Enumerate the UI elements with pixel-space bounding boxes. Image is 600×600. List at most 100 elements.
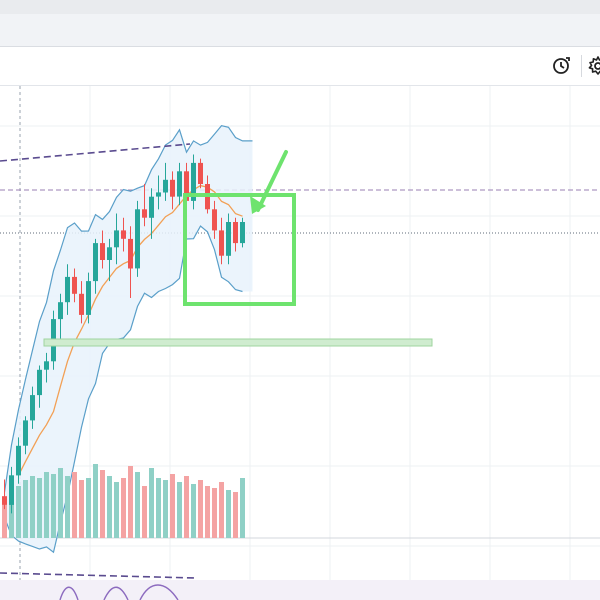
candle-body — [240, 222, 245, 244]
candle-body — [163, 179, 168, 193]
candle — [128, 226, 133, 298]
candle — [191, 154, 196, 210]
candle — [170, 171, 175, 210]
volume-bar — [65, 476, 70, 538]
candle-body — [191, 162, 196, 201]
candle — [142, 184, 147, 227]
candle — [2, 479, 7, 510]
candle — [135, 200, 140, 277]
candle-body — [226, 222, 231, 256]
volume-bar — [100, 470, 105, 538]
candle — [114, 213, 119, 265]
candle-body — [23, 420, 28, 446]
volume-bar — [72, 472, 77, 538]
candle-body — [219, 230, 224, 256]
chart-tab-strip — [0, 14, 600, 47]
candle — [233, 217, 238, 252]
candle-body — [93, 243, 98, 282]
settings-gear-icon[interactable] — [586, 54, 600, 78]
volume-bar — [79, 480, 84, 538]
candle — [9, 466, 14, 514]
volume-bar — [16, 486, 21, 538]
candle-body — [100, 243, 105, 260]
candle — [212, 200, 217, 239]
trendline-bottom — [0, 572, 196, 579]
candle — [44, 352, 49, 383]
candle — [240, 217, 245, 248]
indicator-line — [59, 584, 179, 600]
candlesticks — [2, 154, 245, 514]
volume-bar — [170, 474, 175, 538]
volume-bar — [198, 480, 203, 538]
candle — [93, 238, 98, 294]
candle-body — [65, 276, 70, 303]
candle-body — [86, 281, 91, 315]
volume-bar — [44, 472, 49, 538]
candle-body — [37, 369, 42, 396]
candle-body — [198, 162, 203, 184]
candle-body — [212, 209, 217, 231]
candle — [177, 162, 182, 206]
volume-bar — [121, 478, 126, 538]
candle-body — [30, 395, 35, 421]
candle — [100, 230, 105, 269]
bollinger-lower-band — [3, 225, 243, 554]
volume-bar — [163, 480, 168, 538]
volume-bar — [156, 478, 161, 538]
volume-bar — [135, 472, 140, 538]
volume-bar — [114, 482, 119, 538]
replay-clock-icon[interactable] — [549, 54, 573, 78]
candle — [156, 175, 161, 210]
volume-bar — [93, 464, 98, 538]
candle — [163, 162, 168, 201]
browser-top-bar — [0, 0, 600, 15]
candle-body — [142, 209, 147, 218]
candle-body — [58, 302, 63, 320]
volume-bars — [2, 464, 245, 538]
candle — [219, 217, 224, 265]
toolbar-separator — [581, 55, 582, 77]
candle — [121, 217, 126, 252]
candle-body — [79, 293, 84, 315]
volume-bar — [2, 496, 7, 538]
volume-bar — [51, 474, 56, 538]
volume-bar — [58, 468, 63, 538]
volume-bar — [184, 476, 189, 538]
volume-bar — [142, 486, 147, 538]
volume-bar — [9, 500, 14, 538]
candle-body — [72, 276, 77, 294]
volume-bar — [23, 480, 28, 538]
volume-bar — [86, 478, 91, 538]
candle-body — [44, 361, 49, 370]
price-chart[interactable] — [0, 86, 600, 600]
volume-bar — [37, 478, 42, 538]
candle-body — [107, 247, 112, 260]
price-chart-canvas[interactable] — [0, 86, 600, 600]
candle-body — [156, 192, 161, 197]
candle — [65, 264, 70, 315]
arrow-head — [250, 196, 266, 214]
bollinger-upper-band — [3, 125, 253, 493]
candle — [23, 416, 28, 455]
volume-bar — [240, 478, 245, 538]
candle-body — [121, 230, 126, 239]
candle-body — [114, 230, 119, 248]
volume-bar — [219, 482, 224, 538]
candle-body — [233, 222, 238, 244]
candle-body — [2, 496, 7, 505]
volume-bar — [212, 488, 217, 538]
chart-toolbar — [0, 47, 600, 86]
trendline-top — [0, 143, 191, 162]
arrow-shaft — [256, 150, 288, 212]
volume-bar — [149, 468, 154, 538]
volume-bar — [128, 466, 133, 538]
volume-bar — [233, 492, 238, 538]
annotation-arrow — [250, 150, 288, 214]
support-zone — [43, 338, 433, 347]
candle-body — [177, 171, 182, 197]
candle — [198, 158, 203, 189]
volume-bar — [107, 476, 112, 538]
candle — [30, 386, 35, 429]
volume-bar — [30, 476, 35, 538]
candle-body — [149, 196, 154, 218]
